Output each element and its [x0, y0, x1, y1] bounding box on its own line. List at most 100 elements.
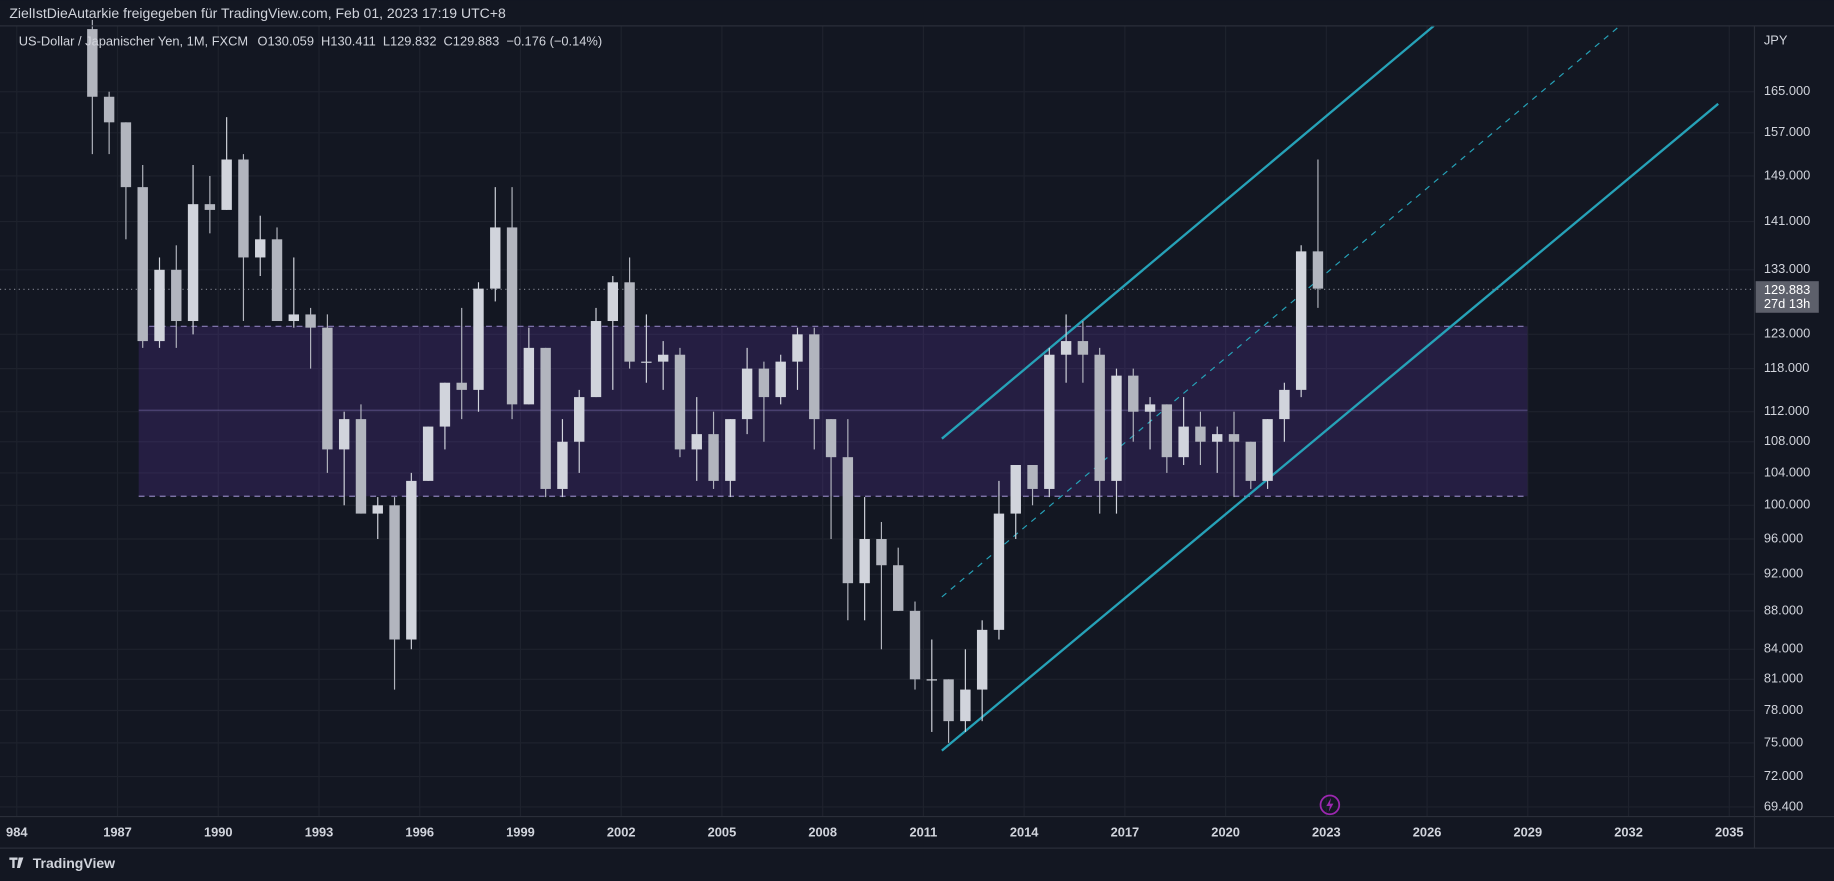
candle-body [775, 361, 786, 398]
candle-body [1128, 375, 1139, 412]
candle-body [926, 679, 938, 681]
candle-body [708, 434, 719, 481]
y-tick-label: 78.000 [1764, 702, 1803, 717]
x-tick-label: 2008 [808, 824, 837, 839]
candle-body [641, 361, 652, 363]
x-tick-label: 1990 [204, 824, 233, 839]
y-tick-label: 165.000 [1764, 83, 1810, 98]
candle-body [876, 539, 887, 566]
candle-body [305, 314, 316, 328]
candle-body [758, 368, 770, 398]
countdown-label: 27d 13h [1764, 296, 1810, 311]
candle-body [1060, 341, 1072, 355]
candle-body [893, 565, 904, 611]
candle-body [120, 122, 132, 188]
ohlc-legend: H130.411 [321, 34, 376, 49]
footer-brand: TradingView [33, 855, 115, 871]
candle-body [1027, 465, 1038, 489]
range-box [138, 326, 1528, 497]
event-circle[interactable] [1319, 794, 1341, 816]
y-tick-label: 118.000 [1764, 360, 1810, 375]
candle-body [87, 29, 98, 97]
candle-body [271, 239, 283, 322]
candle-body [422, 426, 434, 481]
candle-body [1245, 441, 1256, 481]
logo-icon [9, 857, 24, 869]
header: ZielIstDieAutarkie freigegeben für Tradi… [9, 5, 506, 21]
y-tick-label: 149.000 [1764, 167, 1810, 182]
candle-body [725, 419, 736, 481]
x-tick-label: 2011 [909, 824, 937, 839]
channel-line [941, 24, 1435, 440]
candle-body [1111, 375, 1122, 481]
y-tick-label: 157.000 [1764, 124, 1810, 139]
candle-body [607, 282, 619, 322]
channel-line [941, 102, 1719, 752]
candle-body [1178, 426, 1189, 458]
x-tick-label: 2026 [1413, 824, 1442, 839]
candle-body [1279, 389, 1290, 420]
y-tick-label: 112.000 [1764, 403, 1810, 418]
y-tick-label: 96.000 [1764, 530, 1803, 545]
candle-body [506, 227, 518, 405]
x-tick-label: 2017 [1111, 824, 1140, 839]
candle-body [1228, 434, 1240, 442]
x-tick-label: 2029 [1514, 824, 1543, 839]
candle-body [187, 204, 199, 322]
candle-body [1295, 251, 1307, 390]
x-tick-label: 2035 [1715, 824, 1744, 839]
candle-body [557, 441, 568, 489]
candle-body [590, 321, 602, 398]
y-tick-label: 88.000 [1764, 602, 1803, 617]
candle-body [490, 227, 501, 289]
x-tick-label: 2014 [1010, 824, 1039, 839]
logo: TradingView [9, 855, 115, 871]
y-tick-label: 123.000 [1764, 326, 1810, 341]
candle-body [1144, 404, 1156, 412]
plot-area [0, 19, 1755, 752]
price-tag-label: 129.883 [1764, 282, 1810, 297]
candle-body [1010, 465, 1021, 514]
y-tick-label: 72.000 [1764, 768, 1803, 783]
candle-body [574, 397, 585, 442]
x-tick-label: 1999 [506, 824, 535, 839]
candle-body [137, 187, 148, 342]
candle-body [909, 610, 921, 680]
candle-body [1161, 404, 1173, 458]
candle-body [1094, 354, 1105, 481]
candle-body [624, 282, 635, 362]
candle-body [842, 457, 854, 584]
candle-body [1262, 419, 1273, 481]
candle-body [809, 334, 820, 420]
y-tick-label: 141.000 [1764, 213, 1810, 228]
x-tick-label: 2023 [1312, 824, 1341, 839]
candle-body [406, 480, 417, 640]
x-tick-label: 1996 [405, 824, 434, 839]
price-tag [1755, 281, 1819, 313]
y-tick-label: 81.000 [1764, 671, 1803, 686]
ohlc-legend: −0.176 (−0.14%) [506, 34, 602, 49]
y-tick-label: 108.000 [1764, 433, 1810, 448]
candle-body [523, 347, 535, 405]
x-tick-label: 2032 [1614, 824, 1643, 839]
candle-body [103, 96, 115, 123]
candle-body [1195, 426, 1206, 442]
candle-body [943, 679, 954, 722]
y-axis-label: JPY [1764, 32, 1788, 47]
x-tick-label: 2005 [708, 824, 737, 839]
candle-body [238, 159, 249, 258]
ohlc-legend: C129.883 [444, 34, 500, 49]
candle-body [255, 239, 266, 258]
candle-body [1312, 251, 1324, 289]
event-bolt[interactable] [1326, 797, 1334, 812]
grid [0, 25, 1755, 817]
x-tick-label: 984 [6, 824, 28, 839]
event-icon[interactable] [1319, 794, 1341, 816]
y-tick-label: 100.000 [1764, 497, 1810, 512]
candle-body [792, 334, 803, 362]
y-tick-label: 92.000 [1764, 566, 1803, 581]
y-tick-label: 75.000 [1764, 734, 1803, 749]
candle-body [691, 434, 702, 450]
